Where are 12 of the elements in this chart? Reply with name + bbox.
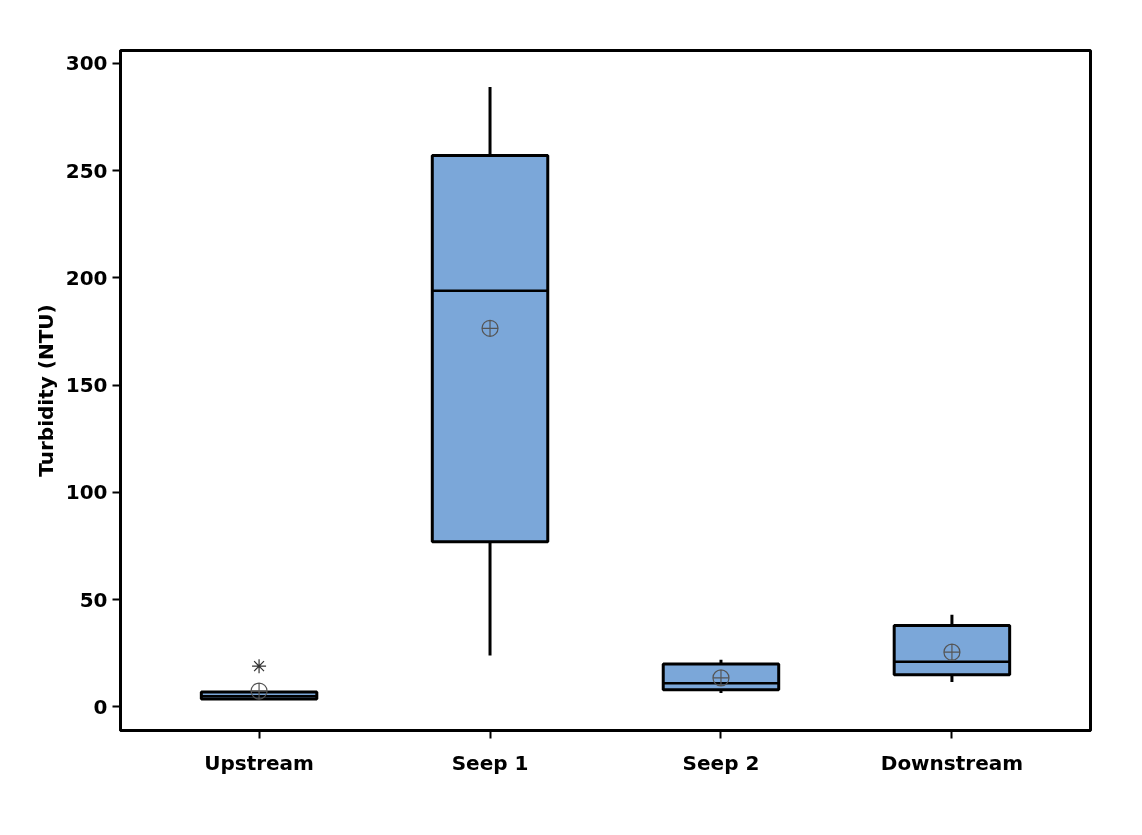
y-tick-label: 200 [65,265,108,290]
y-tick-label: 150 [65,373,108,398]
x-tick-label: Seep 1 [451,750,529,775]
y-tick-label: 100 [65,480,108,505]
x-tick-label: Downstream [880,750,1024,775]
y-tick-label: 300 [65,51,108,76]
y-tick-label: 0 [93,694,108,719]
y-tick-label: 250 [65,158,108,183]
y-axis-title: Turbidity (NTU) [33,304,58,477]
y-tick-label: 50 [79,587,108,612]
x-tick-label: Upstream [204,750,314,775]
x-tick-label: Seep 2 [682,750,760,775]
